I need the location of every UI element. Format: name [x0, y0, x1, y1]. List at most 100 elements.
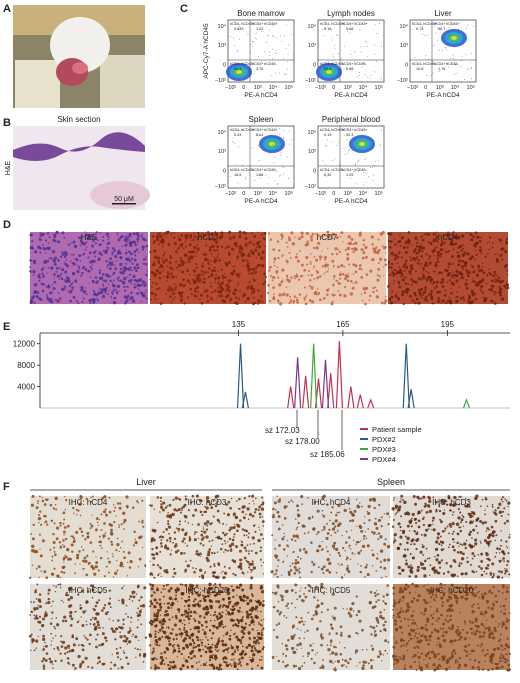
cell — [195, 253, 196, 254]
cell — [204, 291, 206, 293]
cell — [466, 232, 468, 234]
cell — [160, 497, 162, 499]
cell — [237, 282, 239, 284]
cell — [166, 539, 168, 541]
cell-event — [335, 48, 336, 49]
cell-event — [350, 178, 351, 179]
cell — [456, 300, 459, 303]
cell — [274, 548, 276, 550]
cell — [236, 273, 239, 276]
cell — [119, 507, 122, 510]
cell — [216, 643, 219, 646]
cell — [405, 559, 407, 561]
cell — [480, 560, 483, 563]
cell — [249, 609, 251, 611]
cell — [57, 647, 60, 650]
cell — [288, 546, 289, 547]
cell — [191, 657, 193, 659]
cell — [181, 653, 183, 655]
cell — [93, 290, 95, 292]
cell-event — [450, 58, 451, 59]
cell — [185, 561, 187, 563]
cell — [116, 260, 118, 262]
cell-event — [276, 53, 277, 54]
cell — [294, 634, 296, 636]
group-title: Spleen — [377, 477, 405, 487]
y-tick-label: 10³ — [308, 149, 316, 155]
cell — [328, 562, 331, 565]
cell-event — [287, 68, 288, 69]
cell — [309, 279, 311, 281]
cell-event — [325, 164, 326, 165]
cell — [370, 591, 373, 594]
cell — [302, 524, 305, 527]
cell — [56, 537, 59, 540]
cell — [373, 531, 376, 534]
cell — [158, 667, 160, 669]
quadrant-name: hCD4- hCD45- — [412, 62, 437, 66]
cell — [129, 629, 131, 631]
cell-event — [252, 148, 253, 149]
cell — [482, 271, 485, 274]
quadrant-value: 1.76 — [438, 67, 445, 71]
cell-event — [283, 58, 284, 59]
cell — [365, 566, 368, 569]
cell — [303, 623, 305, 625]
cell — [304, 596, 307, 599]
cell — [102, 273, 105, 276]
cell — [365, 661, 367, 663]
cell — [466, 540, 467, 541]
cell — [229, 507, 232, 510]
cell — [171, 513, 174, 516]
cell — [55, 617, 57, 619]
cell-event — [268, 35, 269, 36]
cell — [167, 606, 170, 609]
cell — [504, 568, 505, 569]
cell — [151, 286, 153, 288]
cell — [491, 279, 494, 282]
cell-event — [462, 35, 463, 36]
cell — [274, 501, 277, 504]
cell — [99, 545, 101, 547]
cell — [371, 258, 374, 261]
cell — [211, 664, 214, 667]
cell — [481, 252, 482, 253]
cell — [264, 257, 265, 258]
cell — [430, 242, 432, 244]
cell — [168, 526, 171, 529]
cell — [70, 260, 72, 262]
cell — [344, 574, 345, 575]
cell — [99, 232, 100, 233]
cell — [48, 598, 50, 600]
cell — [331, 615, 332, 616]
cell — [506, 500, 508, 502]
cell — [248, 495, 250, 497]
cell — [59, 267, 61, 269]
cell — [270, 239, 272, 241]
cell — [342, 241, 343, 242]
cell — [108, 538, 110, 540]
cell — [477, 242, 479, 244]
cell — [138, 252, 139, 253]
cell — [156, 288, 158, 290]
cell — [138, 502, 139, 503]
cell — [393, 519, 395, 521]
cell — [386, 512, 389, 515]
cell — [297, 509, 299, 511]
cell — [494, 629, 497, 632]
cell — [234, 665, 237, 668]
image-label: IHC: hCD3 — [432, 498, 471, 507]
cell — [452, 263, 454, 265]
cell — [359, 234, 362, 237]
cell — [390, 252, 393, 255]
quadrant-name: hCD4+ hCD45+ — [252, 128, 278, 132]
cell — [202, 649, 204, 651]
cell — [504, 573, 506, 575]
cell — [210, 282, 211, 283]
cell — [30, 611, 32, 613]
cell — [232, 624, 234, 626]
cell — [102, 283, 104, 285]
cell — [413, 251, 415, 253]
cell — [183, 552, 185, 554]
cell — [39, 549, 40, 550]
